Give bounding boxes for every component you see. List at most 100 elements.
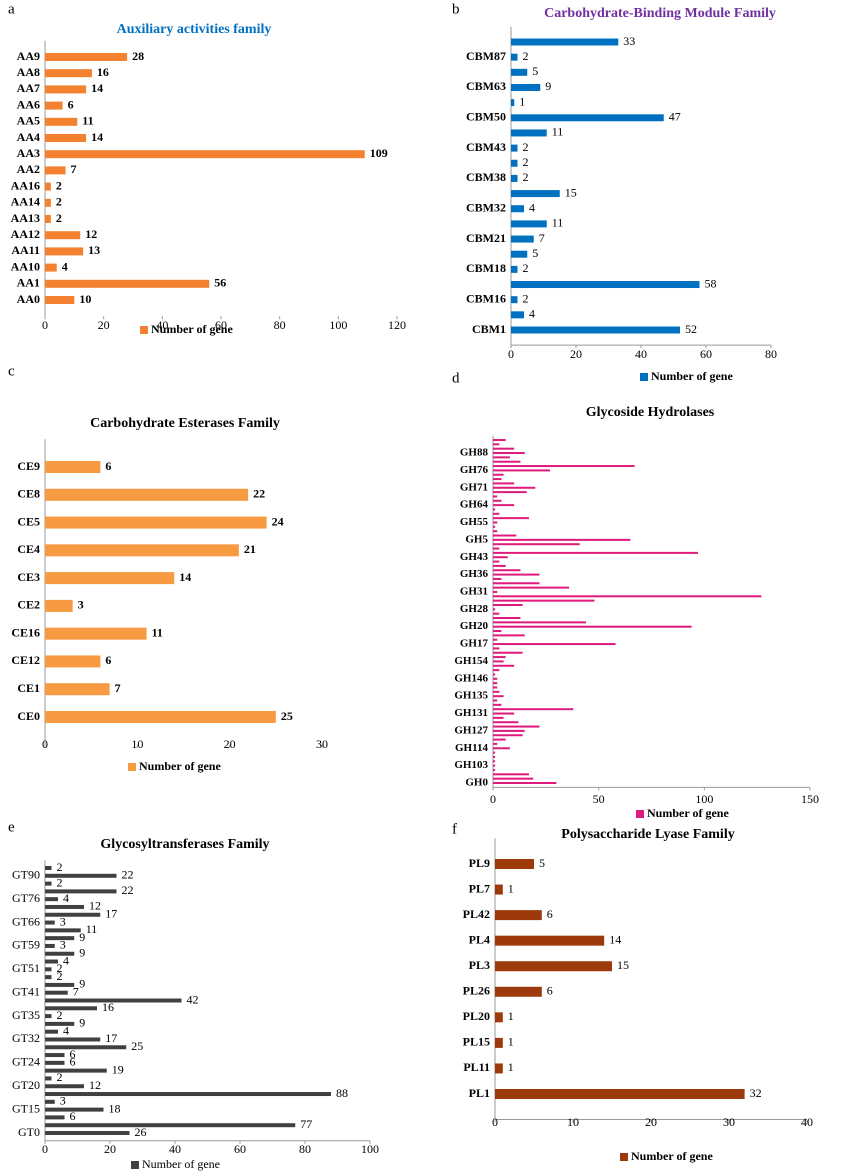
x-tick-label: 80 <box>274 318 286 332</box>
data-label: 6 <box>68 97 74 111</box>
data-label: 7 <box>73 984 79 998</box>
bar <box>45 101 63 110</box>
y-tick-label: GH55 <box>460 516 489 528</box>
bar <box>493 517 529 520</box>
y-tick-label: GH43 <box>460 551 489 563</box>
data-label: 2 <box>56 178 62 192</box>
bar <box>493 747 510 750</box>
bar <box>45 1092 331 1097</box>
bar <box>493 612 500 615</box>
legend-swatch <box>640 373 648 381</box>
bar <box>495 910 542 921</box>
data-label: 15 <box>617 958 629 972</box>
bar <box>495 1037 503 1048</box>
x-tick-label: 40 <box>156 318 168 332</box>
data-label: 4 <box>529 200 535 214</box>
bar <box>511 311 524 319</box>
bar <box>493 577 502 580</box>
bar <box>45 990 68 995</box>
bar <box>45 198 51 207</box>
data-label: 17 <box>105 907 117 921</box>
y-tick-label: CE2 <box>17 598 40 612</box>
bar <box>493 690 500 693</box>
y-tick-label: CBM32 <box>466 200 506 214</box>
panel-label: a <box>8 1 15 17</box>
data-label: 25 <box>131 1039 143 1053</box>
bar <box>493 551 698 554</box>
bar <box>493 782 557 784</box>
bar <box>495 961 612 972</box>
bar <box>45 516 267 529</box>
y-tick-label: AA6 <box>17 97 40 111</box>
data-label: 24 <box>272 514 284 528</box>
data-label: 22 <box>122 868 134 882</box>
bar <box>45 1107 104 1112</box>
bar <box>45 231 81 240</box>
bar <box>45 150 365 159</box>
bar <box>45 1021 75 1026</box>
data-label: 4 <box>529 307 535 321</box>
data-label: 2 <box>523 170 529 184</box>
x-tick-label: 0 <box>42 1142 48 1156</box>
bar <box>511 174 518 182</box>
x-tick-label: 100 <box>329 318 347 332</box>
bar <box>45 1006 97 1011</box>
bar <box>493 686 498 689</box>
bar <box>511 38 619 46</box>
y-tick-label: GH135 <box>454 690 488 702</box>
y-tick-label: CBM87 <box>466 49 506 63</box>
bar <box>493 560 500 563</box>
bar <box>511 250 528 258</box>
y-tick-label: PL1 <box>469 1086 490 1100</box>
bar <box>45 1131 130 1135</box>
y-tick-label: GT24 <box>12 1055 40 1069</box>
y-tick-label: AA1 <box>17 276 40 290</box>
bar <box>493 625 692 628</box>
bar <box>511 281 700 289</box>
x-tick-label: 30 <box>723 1115 735 1129</box>
data-label: 9 <box>545 79 551 93</box>
x-tick-label: 40 <box>169 1142 181 1156</box>
bar <box>493 590 498 593</box>
bar <box>495 1012 503 1023</box>
y-tick-label: CE16 <box>11 625 40 639</box>
bar <box>511 220 547 228</box>
bar <box>493 755 496 758</box>
x-tick-label: 100 <box>695 792 713 806</box>
data-label: 28 <box>132 49 144 63</box>
y-tick-label: CBM63 <box>466 79 506 93</box>
data-label: 5 <box>539 856 545 870</box>
data-label: 2 <box>523 155 529 169</box>
data-label: 4 <box>63 1023 69 1037</box>
data-label: 77 <box>300 1117 312 1131</box>
x-tick-label: 120 <box>388 318 406 332</box>
bar <box>45 711 276 723</box>
bar <box>511 129 547 137</box>
data-label: 6 <box>547 984 553 998</box>
bar <box>493 473 504 476</box>
y-tick-label: GH154 <box>454 655 488 667</box>
x-tick-label: 30 <box>316 737 328 751</box>
x-tick-label: 20 <box>98 318 110 332</box>
y-tick-label: CE4 <box>17 542 40 556</box>
data-label: 1 <box>508 881 514 895</box>
y-tick-label: AA10 <box>11 259 40 273</box>
bar <box>511 53 518 61</box>
legend-label: Number of gene <box>151 322 233 336</box>
data-label: 3 <box>60 914 66 928</box>
bar <box>45 943 55 948</box>
y-tick-label: GT32 <box>12 1031 40 1045</box>
legend-label: Number of gene <box>631 1149 713 1163</box>
bar <box>45 1084 84 1089</box>
bar <box>45 134 87 142</box>
bar <box>493 734 523 737</box>
bar <box>493 716 504 719</box>
bar <box>493 764 496 767</box>
y-tick-label: AA9 <box>17 49 40 63</box>
x-tick-label: 20 <box>570 347 582 361</box>
data-label: 26 <box>135 1125 147 1139</box>
bar <box>493 521 498 524</box>
panel-label: f <box>452 821 457 837</box>
y-tick-label: AA3 <box>17 146 40 160</box>
data-label: 4 <box>63 953 69 967</box>
